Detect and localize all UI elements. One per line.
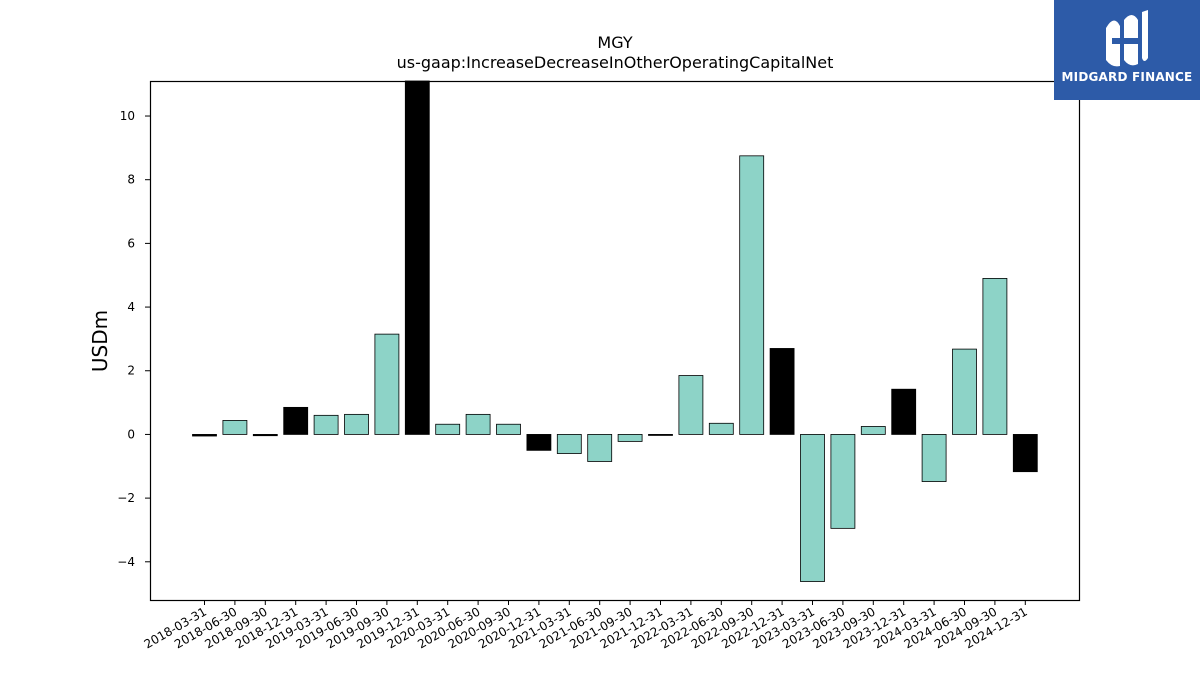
- bar-2023-03-31: [800, 434, 825, 582]
- y-tick-label: 2: [127, 364, 135, 378]
- bar-2020-06-30: [465, 413, 491, 435]
- bar-2018-06-30: [222, 420, 248, 435]
- bar-2023-12-31: [891, 388, 917, 435]
- bar-2019-12-31: [404, 80, 430, 435]
- bar-2019-03-31: [313, 414, 339, 435]
- y-axis-label: USDm: [88, 310, 112, 372]
- bar-2024-06-30: [952, 348, 977, 435]
- bar-2020-03-31: [435, 423, 461, 435]
- bar-2022-12-31: [769, 348, 795, 435]
- bar-2024-09-30: [982, 278, 1008, 435]
- y-tick-label: 8: [127, 173, 135, 187]
- bar-2018-12-31: [283, 406, 309, 435]
- bar-2022-09-30: [739, 155, 765, 435]
- y-tick-label: 10: [120, 109, 135, 123]
- y-tick-label: 6: [127, 236, 135, 250]
- bar-2018-03-31: [192, 434, 217, 437]
- bar-2023-09-30: [860, 426, 886, 435]
- bar-2021-09-30: [617, 434, 643, 442]
- y-ticks-group: −4 −2 0 2 4 6 8 10: [117, 109, 150, 569]
- bar-2020-12-31: [526, 434, 552, 451]
- bar-2021-12-31: [648, 434, 673, 436]
- bar-2021-03-31: [556, 434, 582, 454]
- bar-2022-03-31: [678, 375, 704, 435]
- bar-2023-06-30: [830, 434, 856, 529]
- bar-2022-06-30: [708, 422, 734, 435]
- plot-frame: [149, 80, 1081, 602]
- bar-2019-09-30: [374, 333, 400, 435]
- midgard-logo-icon: [1106, 10, 1148, 67]
- logo-text: MIDGARD FINANCE: [1061, 70, 1193, 84]
- brand-logo: MIDGARD FINANCE: [1054, 0, 1200, 100]
- bars-group: [192, 80, 1038, 582]
- y-tick-label: 4: [127, 300, 135, 314]
- bar-2024-12-31: [1012, 434, 1038, 473]
- y-tick-label: −2: [117, 491, 135, 505]
- chart-subtitle: us-gaap:IncreaseDecreaseInOtherOperating…: [397, 53, 834, 72]
- bar-2024-03-31: [921, 434, 947, 482]
- x-ticks-group: 2018-03-312018-06-302018-09-302018-12-31…: [142, 600, 1030, 651]
- y-tick-label: −4: [117, 555, 135, 569]
- chart-title: MGY: [597, 33, 632, 52]
- bar-2019-06-30: [344, 413, 369, 435]
- bar-2018-09-30: [252, 434, 278, 437]
- bar-2021-06-30: [587, 434, 613, 462]
- y-tick-label: 0: [127, 427, 135, 441]
- bar-2020-09-30: [496, 423, 521, 435]
